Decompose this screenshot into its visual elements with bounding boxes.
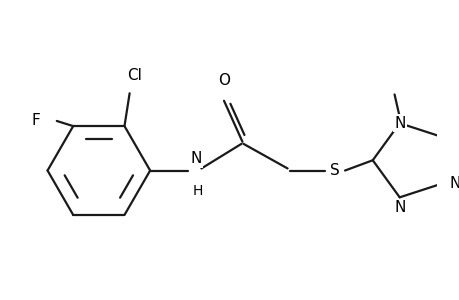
Text: N: N	[190, 152, 202, 166]
Text: F: F	[32, 113, 40, 128]
Text: N: N	[393, 200, 404, 215]
Text: Cl: Cl	[127, 68, 142, 83]
Text: N: N	[448, 176, 459, 191]
Text: S: S	[329, 163, 339, 178]
Text: H: H	[192, 184, 202, 198]
Text: O: O	[218, 74, 230, 88]
Text: N: N	[393, 116, 404, 131]
